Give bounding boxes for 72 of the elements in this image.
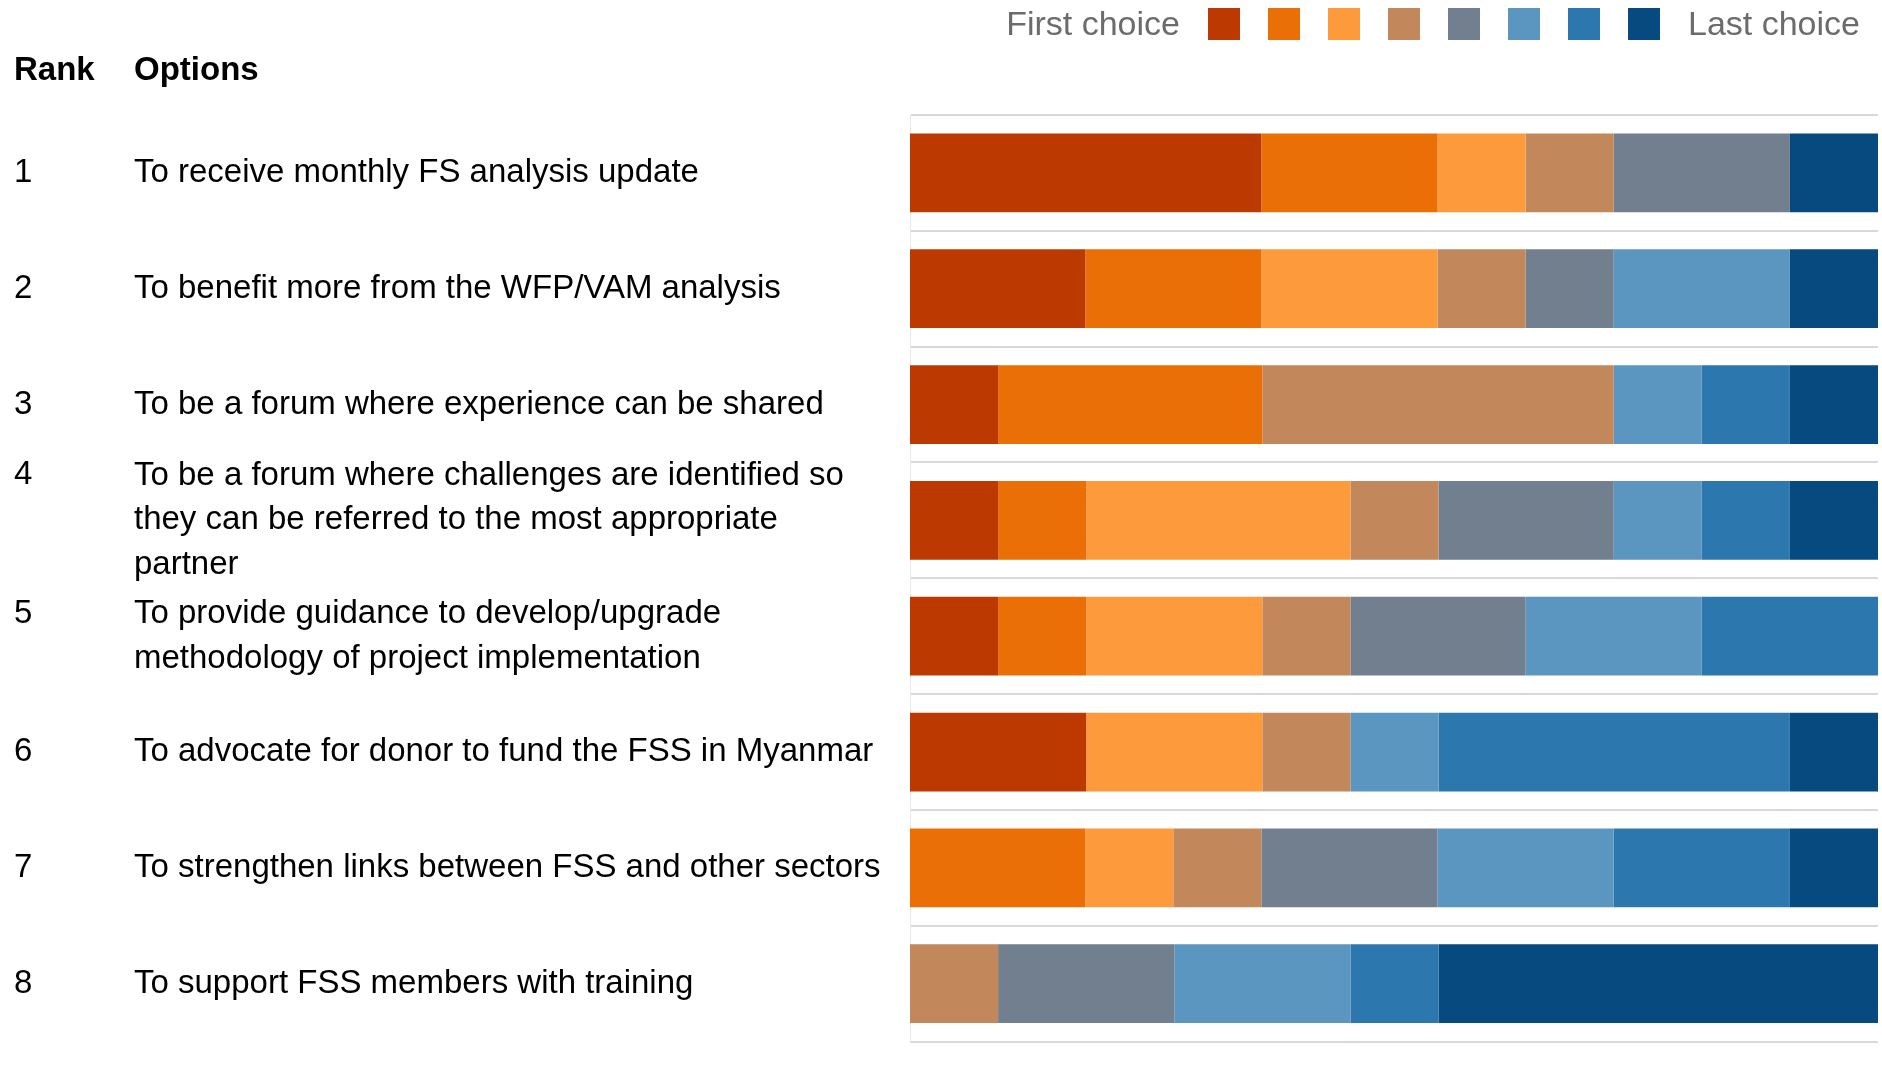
bar bbox=[1525, 249, 1614, 329]
bar bbox=[1437, 828, 1614, 908]
text: Options bbox=[134, 50, 259, 88]
bar bbox=[910, 596, 999, 676]
bar bbox=[910, 712, 1087, 792]
text: First choice bbox=[1006, 4, 1180, 43]
bar bbox=[998, 365, 1263, 444]
bar bbox=[1085, 249, 1262, 329]
bar bbox=[1261, 133, 1438, 213]
bar bbox=[1262, 712, 1351, 792]
y-tick-label: To benefit more from the WFP/VAM analysis bbox=[134, 267, 781, 305]
text: 3 bbox=[14, 383, 33, 421]
bar bbox=[1086, 596, 1263, 676]
bar bbox=[1789, 133, 1878, 213]
bar bbox=[1350, 712, 1439, 792]
bar bbox=[1789, 365, 1878, 444]
y-tick-label: To strengthen links between FSS and other sectors bbox=[134, 846, 881, 884]
text: 2 bbox=[14, 267, 33, 305]
bar bbox=[1350, 944, 1439, 1024]
bar bbox=[1085, 828, 1174, 908]
bar bbox=[1086, 712, 1263, 792]
bar bbox=[1350, 480, 1439, 560]
bar bbox=[998, 944, 1175, 1024]
bar bbox=[1174, 944, 1351, 1024]
bar bbox=[1789, 828, 1878, 908]
y-tick-label: To receive monthly FS analysis update bbox=[134, 152, 699, 189]
bar bbox=[910, 480, 999, 560]
bar bbox=[1525, 133, 1614, 213]
text: 4 bbox=[14, 454, 33, 492]
y-tick-label: To provide guidance to develop/upgrade methodology of project implementation bbox=[134, 592, 722, 675]
bar bbox=[998, 596, 1087, 676]
bar bbox=[1437, 249, 1526, 329]
text: Rank bbox=[14, 50, 95, 88]
bar bbox=[1789, 712, 1878, 792]
bar bbox=[1525, 596, 1702, 676]
bar bbox=[1173, 828, 1262, 908]
bar bbox=[1789, 480, 1878, 560]
bar bbox=[1438, 480, 1614, 560]
bar bbox=[1437, 133, 1526, 213]
bar bbox=[910, 365, 999, 444]
bar bbox=[1262, 596, 1351, 676]
bar bbox=[998, 480, 1087, 560]
text: 5 bbox=[14, 592, 33, 630]
y-tick-label: To advocate for donor to fund the FSS in Myanmar bbox=[134, 731, 874, 769]
bar bbox=[1438, 712, 1790, 792]
bar bbox=[1262, 365, 1614, 444]
bar bbox=[910, 944, 999, 1024]
bar bbox=[1613, 365, 1702, 444]
y-tick-label: To be a forum where experience can be shared bbox=[134, 383, 824, 421]
bar bbox=[1613, 828, 1790, 908]
text: 7 bbox=[14, 846, 33, 884]
bar bbox=[1701, 480, 1790, 560]
text: 8 bbox=[14, 962, 33, 1000]
bar bbox=[1613, 133, 1790, 213]
bar bbox=[1701, 365, 1790, 444]
bar bbox=[1438, 944, 1878, 1024]
bar bbox=[1350, 596, 1526, 676]
bar bbox=[1261, 828, 1438, 908]
bar bbox=[1701, 596, 1878, 676]
bar bbox=[1261, 249, 1438, 329]
bar bbox=[1613, 480, 1702, 560]
bar bbox=[1086, 480, 1351, 560]
y-tick-label: To support FSS members with training bbox=[134, 962, 694, 1000]
bar bbox=[910, 828, 1086, 908]
bar bbox=[1613, 249, 1790, 329]
text: 6 bbox=[14, 731, 33, 769]
text: 1 bbox=[14, 152, 33, 189]
bar bbox=[910, 249, 1086, 329]
text: Last choice bbox=[1688, 4, 1860, 43]
y-tick-label: To be a forum where challenges are identified so they can be referred to the most appropriate partner bbox=[134, 454, 844, 582]
bar bbox=[910, 133, 1262, 213]
bar bbox=[1789, 249, 1878, 329]
